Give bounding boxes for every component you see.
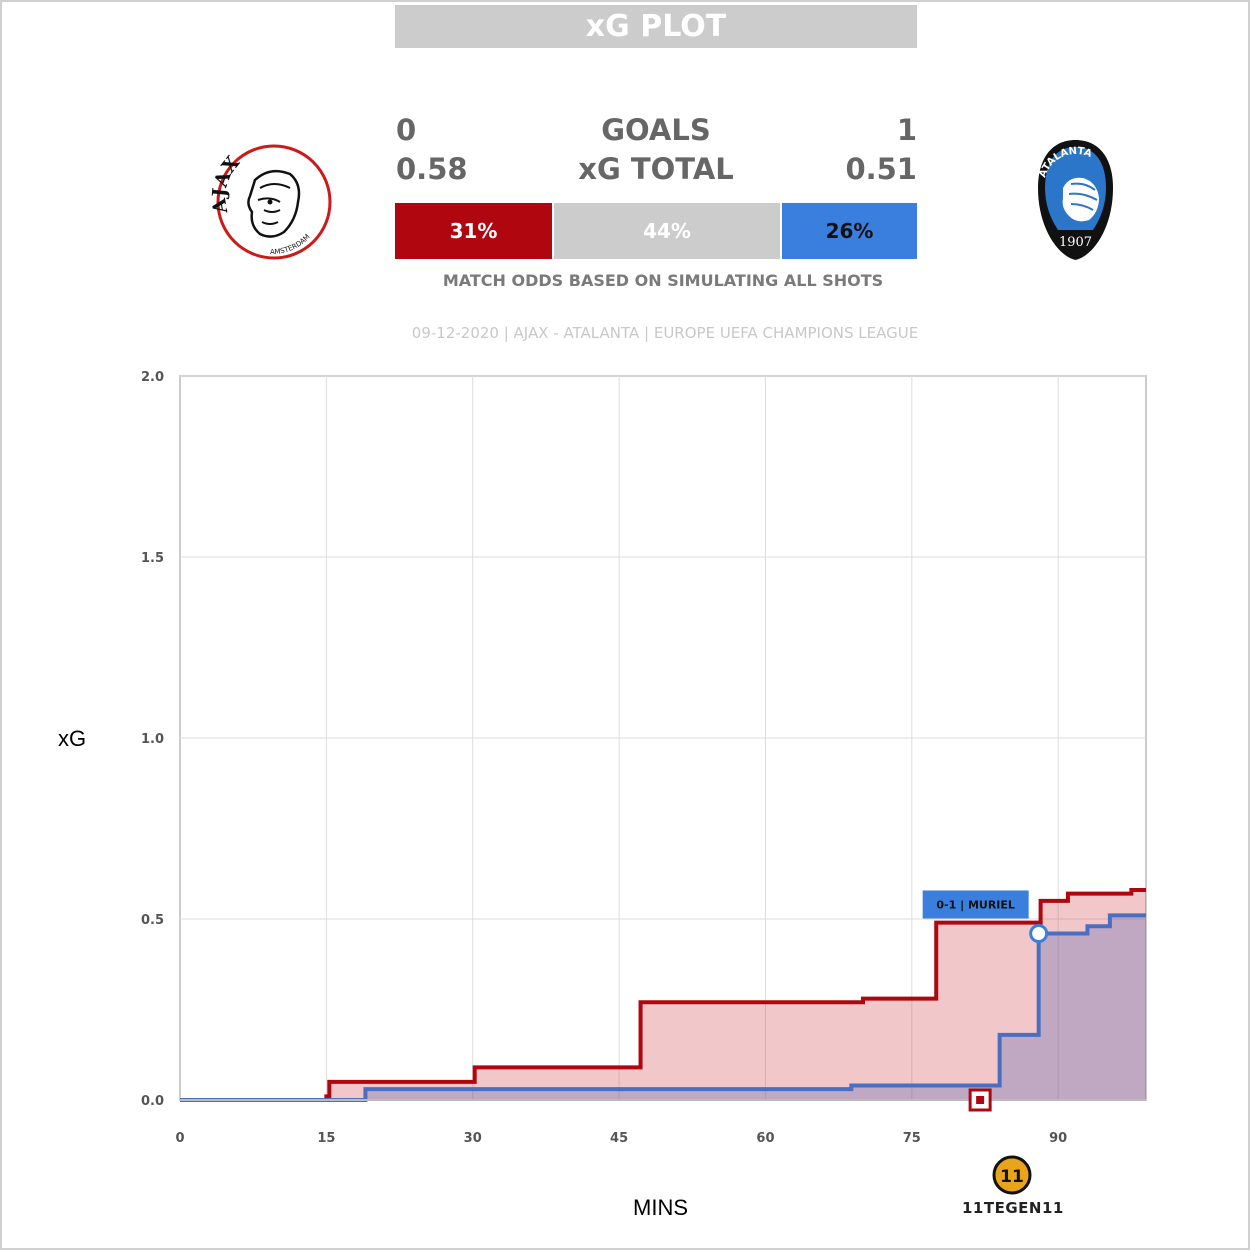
- y-tick-label: 0.5: [141, 913, 164, 928]
- away-xg-total: 0.51: [845, 152, 917, 186]
- away-team-logo: ATALANTA 1907: [1033, 138, 1118, 267]
- x-tick-label: 75: [903, 1131, 921, 1146]
- home-win-odds: 31%: [395, 203, 552, 259]
- y-tick-label: 0.0: [141, 1094, 164, 1109]
- x-tick-label: 45: [610, 1131, 628, 1146]
- home-xg-total: 0.58: [396, 152, 468, 186]
- series-line-ajax: [180, 888, 1146, 1102]
- y-axis-title: xG: [58, 726, 87, 751]
- y-tick-label: 1.5: [141, 551, 164, 566]
- draw-odds: 44%: [554, 203, 780, 259]
- event-marker-inner: [976, 1096, 985, 1104]
- y-tick-label: 1.0: [141, 732, 164, 747]
- xg-total-label: xG TOTAL: [578, 152, 734, 186]
- y-tick-label: 2.0: [141, 370, 164, 385]
- goal-label-text: 0-1 | MURIEL: [936, 898, 1015, 911]
- odds-caption: MATCH ODDS BASED ON SIMULATING ALL SHOTS: [442, 271, 884, 290]
- goals-label: GOALS: [601, 113, 711, 147]
- series-line-atalanta: [180, 913, 1146, 1102]
- x-tick-label: 90: [1049, 1131, 1067, 1146]
- away-goals: 1: [896, 113, 917, 147]
- brand-mark-text: 11: [1000, 1167, 1024, 1187]
- x-tick-label: 60: [756, 1131, 774, 1146]
- away-win-odds: 26%: [782, 203, 917, 259]
- brand-mark-icon: 11: [992, 1155, 1032, 1195]
- match-info: 09-12-2020 | AJAX - ATALANTA | EUROPE UE…: [411, 324, 919, 342]
- x-tick-label: 0: [175, 1131, 184, 1146]
- x-tick-label: 15: [317, 1131, 335, 1146]
- away-logo-year: 1907: [1059, 235, 1092, 250]
- x-tick-label: 30: [464, 1131, 482, 1146]
- brand-text: 11TEGEN11: [962, 1199, 1064, 1217]
- home-goals: 0: [396, 113, 417, 147]
- page-title: xG PLOT: [395, 5, 917, 48]
- goal-label-box: [922, 890, 1029, 919]
- brand-logo: 11 11TEGEN11: [962, 1155, 1064, 1217]
- goal-marker: [1029, 923, 1049, 943]
- home-team-logo: AJAX AMSTERDAM: [208, 140, 335, 269]
- x-axis-title: MINS: [633, 1195, 688, 1220]
- series-area-ajax: [180, 890, 1146, 1100]
